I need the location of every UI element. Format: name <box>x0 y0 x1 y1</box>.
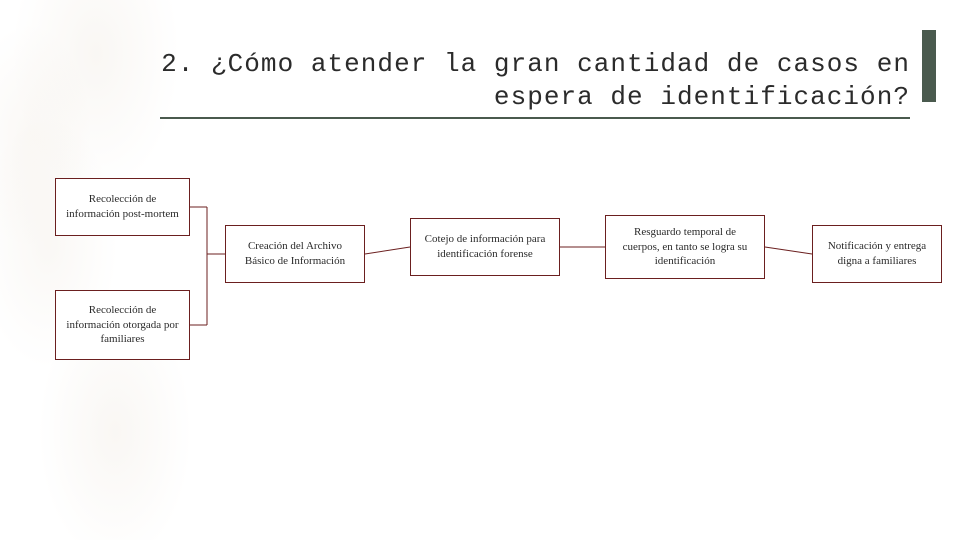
flowchart-canvas: Recolección de información post-mortem Re… <box>0 0 960 540</box>
flowchart-node-n4: Cotejo de información para identificació… <box>410 218 560 276</box>
flowchart-node-n1: Recolección de información post-mortem <box>55 178 190 236</box>
flowchart-node-n3: Creación del Archivo Básico de Informaci… <box>225 225 365 283</box>
flowchart-node-n5: Resguardo temporal de cuerpos, en tanto … <box>605 215 765 279</box>
flowchart-node-n2: Recolección de información otorgada por … <box>55 290 190 360</box>
flowchart-node-n6: Notificación y entrega digna a familiare… <box>812 225 942 283</box>
